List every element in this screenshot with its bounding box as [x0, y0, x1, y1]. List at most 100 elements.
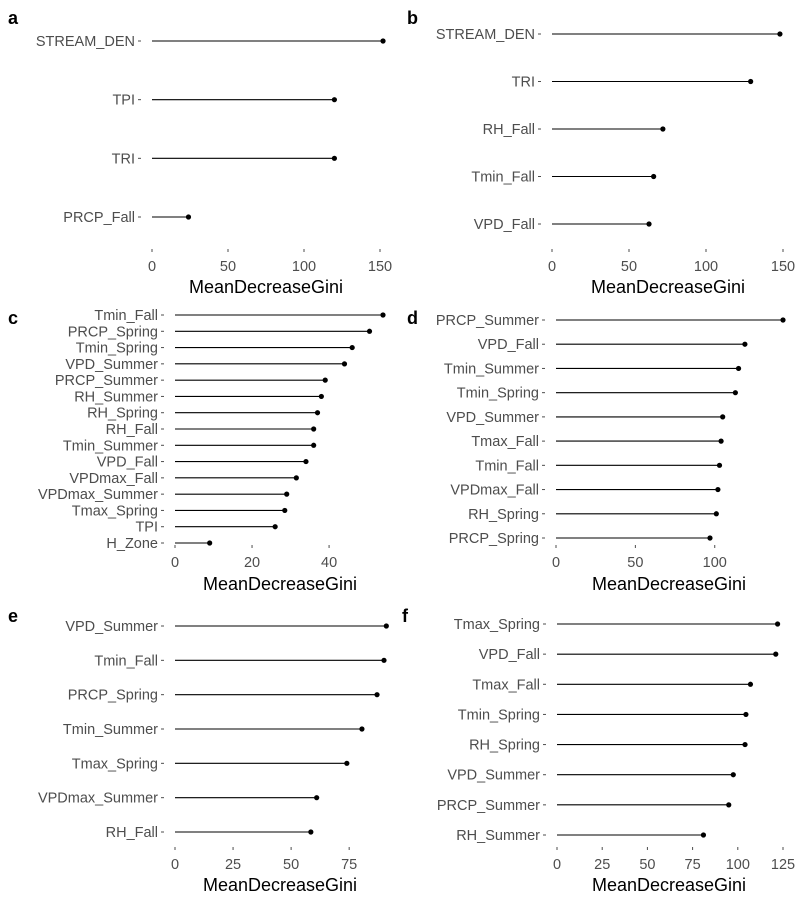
lollipop-point [322, 377, 328, 383]
x-tick-label: 0 [548, 259, 556, 275]
x-tick-label: 0 [148, 259, 156, 275]
x-tick-label: 100 [292, 259, 316, 275]
x-tick-label: 40 [321, 555, 337, 571]
category-label: VPD_Summer [65, 357, 158, 373]
lollipop-point [318, 393, 324, 400]
category-label: Tmin_Spring [458, 707, 540, 723]
panel-tag-d: d [407, 308, 418, 328]
x-axis-title: MeanDecreaseGini [592, 574, 746, 594]
x-tick-label: 100 [726, 857, 750, 873]
panel-tag-a: a [8, 8, 19, 28]
x-tick-label: 50 [283, 857, 299, 873]
category-label: VPD_Fall [479, 647, 540, 663]
category-label: Tmin_Spring [457, 386, 539, 402]
lollipop-point [349, 344, 355, 351]
category-label: RH_Fall [106, 825, 158, 841]
lollipop-point [381, 657, 387, 663]
lollipop-point [780, 317, 786, 323]
category-label: H_Zone [106, 536, 158, 552]
lollipop-point [715, 486, 721, 493]
panel-a: a STREAM_DEN TPI TRI PRCP_Fall 0 50 100 150 MeanD… [8, 8, 392, 297]
category-label: RH_Summer [74, 389, 158, 405]
x-tick-label: 0 [552, 555, 560, 571]
category-label: Tmin_Summer [63, 722, 158, 738]
x-tick-label: 100 [694, 259, 718, 275]
panel-d: d PRCP_Summer VPD_Fall Tmin_Summer Tmin_Spri… [407, 308, 786, 594]
panel-c: c Tmin_FallPRCP_SpringTmin_SpringVPD_Summ… [8, 308, 386, 594]
lollipop-point [718, 438, 724, 444]
category-label: TPI [135, 520, 158, 536]
category-label: Tmax_Spring [72, 756, 158, 772]
category-label: VPDmax_Summer [38, 487, 158, 503]
lollipop-point [331, 97, 337, 103]
category-label: STREAM_DEN [436, 27, 535, 43]
panel-tag-c: c [8, 308, 18, 328]
lollipop-point [341, 361, 348, 367]
lollipop-point [774, 621, 781, 627]
panel-tag-f: f [402, 606, 409, 626]
category-label: TRI [512, 75, 535, 91]
category-label: VPD_Summer [447, 768, 540, 784]
category-label: VPDmax_Fall [69, 471, 158, 487]
x-tick-label: 20 [244, 555, 260, 571]
lollipop-point [366, 328, 373, 334]
lollipop-point [359, 726, 365, 732]
x-tick-label: 0 [553, 857, 561, 873]
x-tick-label: 0 [171, 857, 179, 873]
panel-tag-b: b [407, 8, 418, 28]
x-tick-label: 50 [621, 259, 637, 275]
x-axis-title: MeanDecreaseGini [591, 277, 745, 297]
category-label: PRCP_Spring [449, 531, 539, 547]
lollipop-point [713, 511, 719, 517]
lollipop-point [742, 741, 748, 748]
category-label: TPI [112, 93, 135, 109]
category-label: Tmax_Spring [454, 617, 540, 633]
category-label: VPD_Summer [65, 619, 158, 635]
category-label: RH_Fall [106, 422, 158, 438]
category-label: Tmin_Fall [94, 308, 158, 324]
category-label: VPD_Fall [474, 217, 535, 233]
lollipop-point [344, 760, 350, 766]
category-label: VPD_Summer [446, 410, 539, 426]
panel-b: b STREAM_DEN TRI RH_Fall Tmin_Fall VPD_Fall 0 5… [407, 8, 795, 297]
lollipop-point [272, 524, 278, 530]
lollipop-point [707, 535, 713, 541]
category-label: RH_Spring [469, 738, 540, 754]
category-label: TRI [112, 151, 135, 167]
category-label: PRCP_Spring [68, 688, 158, 704]
x-tick-label: 0 [171, 555, 179, 571]
lollipop-point [293, 475, 299, 481]
panel-tag-e: e [8, 606, 18, 626]
x-tick-label: 150 [368, 259, 392, 275]
x-tick-label: 25 [225, 857, 241, 873]
lollipop-point [380, 38, 386, 44]
lollipop-point [726, 802, 732, 808]
lollipop-point [646, 221, 652, 227]
category-label: Tmin_Fall [471, 170, 535, 186]
category-label: PRCP_Spring [68, 324, 158, 340]
lollipop-point [185, 214, 192, 220]
category-label: PRCP_Fall [63, 210, 135, 226]
category-label: RH_Spring [468, 507, 539, 523]
x-axis-title: MeanDecreaseGini [203, 574, 357, 594]
category-label: VPD_Fall [97, 455, 158, 471]
lollipop-point [282, 507, 288, 514]
category-label: Tmin_Spring [76, 341, 158, 357]
category-label: Tmin_Fall [94, 653, 158, 669]
lollipop-point [380, 312, 386, 318]
x-tick-label: 75 [341, 857, 357, 873]
x-tick-label: 100 [703, 555, 727, 571]
lollipop-point [748, 78, 754, 85]
category-label: Tmax_Fall [472, 677, 540, 693]
lollipop-point [747, 681, 754, 687]
x-tick-label: 50 [639, 857, 655, 873]
x-tick-label: 75 [685, 857, 701, 873]
category-label: PRCP_Summer [437, 798, 540, 814]
lollipop-point [773, 651, 779, 657]
lollipop-point [742, 341, 748, 347]
lollipop-point [383, 623, 389, 629]
x-tick-label: 50 [220, 259, 236, 275]
lollipop-point [777, 31, 783, 37]
lollipop-point [374, 692, 380, 698]
category-label: RH_Spring [87, 406, 158, 422]
